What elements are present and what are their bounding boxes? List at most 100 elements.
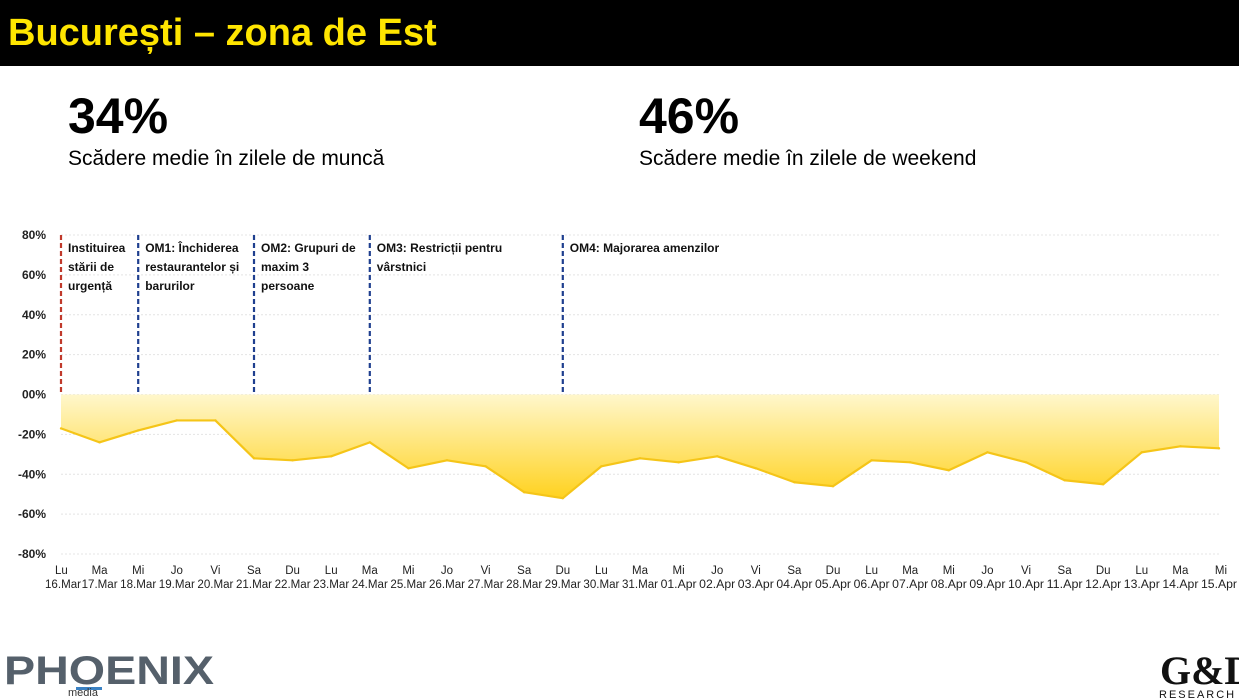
data-point [1024, 461, 1028, 464]
x-tick-label: Du 22.Mar [275, 565, 311, 591]
x-tick-date: 24.Mar [352, 579, 388, 591]
event-label-line: restaurantelor și [145, 260, 239, 274]
x-tick-label: Sa 11.Apr [1047, 565, 1083, 591]
x-tick-label: Mi 18.Mar [120, 565, 156, 591]
x-tick-label: Du 12.Apr [1085, 565, 1121, 591]
x-tick-day: Jo [711, 565, 723, 577]
svg-text:media: media [68, 687, 99, 696]
x-tick-label: Lu 23.Mar [313, 565, 349, 591]
x-tick-label: Jo 26.Mar [429, 565, 465, 591]
data-point [137, 429, 140, 432]
x-tick-date: 08.Apr [931, 579, 967, 591]
x-tick-date: 15.Apr [1201, 579, 1237, 591]
x-tick-date: 03.Apr [738, 579, 774, 591]
x-tick-date: 19.Mar [159, 579, 195, 591]
x-tick-label: Mi 15.Apr [1201, 565, 1237, 591]
event-label-line: urgență [68, 279, 112, 293]
data-point [754, 467, 757, 470]
x-tick-date: 29.Mar [545, 579, 581, 591]
x-tick-day: Lu [55, 565, 68, 577]
x-tick-day: Ma [362, 565, 379, 577]
data-point [1179, 445, 1182, 448]
svg-text:G&D: G&D [1160, 648, 1239, 693]
x-tick-label: Du 29.Mar [545, 565, 581, 591]
x-tick-date: 16.Mar [45, 579, 81, 591]
x-tick-label: Du 05.Apr [815, 565, 851, 591]
x-tick-label: Mi 08.Apr [931, 565, 967, 591]
event-markers: Instituirea stării de urgență OM1: Închider… [59, 235, 720, 395]
data-point [98, 441, 101, 444]
area-fill-path [61, 394, 1219, 499]
data-point [445, 459, 449, 462]
y-tick-label: 40% [22, 308, 46, 322]
x-tick-label: Sa 04.Apr [776, 565, 812, 591]
data-point [909, 461, 912, 464]
x-tick-label: Ma 14.Apr [1162, 565, 1198, 591]
y-axis-ticks: 80% 60% 40% 20% 00% -20% -40% -60% -80% [18, 228, 46, 561]
x-tick-label: Jo 19.Mar [159, 565, 195, 591]
x-tick-day: Ma [1172, 565, 1189, 577]
x-tick-label: Vi 03.Apr [738, 565, 774, 591]
data-point [214, 419, 217, 422]
y-tick-label: 60% [22, 268, 46, 282]
x-tick-label: Ma 17.Mar [82, 565, 118, 591]
x-tick-date: 21.Mar [236, 579, 272, 591]
x-tick-date: 26.Mar [429, 579, 465, 591]
event-label-line: OM3: Restricții pentru [377, 241, 502, 255]
x-tick-label: Ma 31.Mar [622, 565, 658, 591]
x-tick-label: Lu 16.Mar [45, 565, 81, 591]
x-tick-date: 01.Apr [661, 579, 697, 591]
x-tick-date: 18.Mar [120, 579, 156, 591]
x-tick-day: Vi [210, 565, 220, 577]
x-tick-day: Lu [865, 565, 878, 577]
x-tick-day: Lu [595, 565, 608, 577]
x-tick-date: 06.Apr [854, 579, 890, 591]
x-tick-day: Lu [1135, 565, 1148, 577]
x-tick-label: Mi 25.Mar [390, 565, 426, 591]
x-tick-label: Vi 10.Apr [1008, 565, 1044, 591]
x-tick-day: Du [555, 565, 570, 577]
x-tick-date: 04.Apr [776, 579, 812, 591]
x-tick-date: 27.Mar [468, 579, 504, 591]
data-point [291, 459, 294, 462]
x-tick-day: Mi [132, 565, 144, 577]
y-tick-label: -40% [18, 467, 46, 481]
x-tick-day: Mi [943, 565, 955, 577]
x-tick-date: 09.Apr [969, 579, 1005, 591]
event-label: Instituirea stării de urgență [68, 241, 126, 293]
x-tick-day: Sa [1058, 565, 1073, 577]
data-point [484, 465, 487, 468]
area-fill [61, 394, 1219, 499]
x-tick-date: 25.Mar [390, 579, 426, 591]
x-tick-date: 11.Apr [1047, 579, 1083, 591]
x-tick-date: 23.Mar [313, 579, 349, 591]
x-tick-day: Mi [673, 565, 685, 577]
x-tick-date: 14.Apr [1162, 579, 1198, 591]
data-point [252, 457, 256, 460]
x-tick-date: 30.Mar [583, 579, 619, 591]
x-tick-label: Mi 01.Apr [661, 565, 697, 591]
x-tick-label: Ma 24.Mar [352, 565, 388, 591]
svg-text:RESEARCH: RESEARCH [1159, 689, 1236, 700]
x-tick-day: Ma [632, 565, 649, 577]
y-tick-label: -20% [18, 427, 46, 441]
x-tick-label: Lu 06.Apr [854, 565, 890, 591]
x-tick-label: Ma 07.Apr [892, 565, 928, 591]
mobility-chart: 80% 60% 40% 20% 00% -20% -40% -60% -80% Institui… [18, 228, 1237, 591]
x-tick-day: Du [285, 565, 300, 577]
x-tick-day: Sa [517, 565, 532, 577]
y-tick-label: 20% [22, 348, 46, 362]
x-tick-date: 02.Apr [699, 579, 735, 591]
y-tick-label: -80% [18, 547, 46, 561]
x-axis-ticks: Lu 16.Mar Ma 17.Mar Mi 18.Mar Jo 19.Mar Vi 20.Mar… [45, 565, 1237, 591]
data-point [368, 441, 371, 444]
x-tick-date: 07.Apr [892, 579, 928, 591]
x-tick-day: Du [1096, 565, 1111, 577]
stat-weekend: 46% Scădere medie în zilele de weekend [639, 88, 976, 172]
x-tick-date: 31.Mar [622, 579, 658, 591]
data-point [1217, 447, 1221, 450]
x-tick-date: 10.Apr [1008, 579, 1044, 591]
x-tick-day: Mi [402, 565, 414, 577]
data-point [831, 485, 835, 488]
event-label: OM1: Închiderea restaurantelor și barurilo… [145, 240, 239, 293]
